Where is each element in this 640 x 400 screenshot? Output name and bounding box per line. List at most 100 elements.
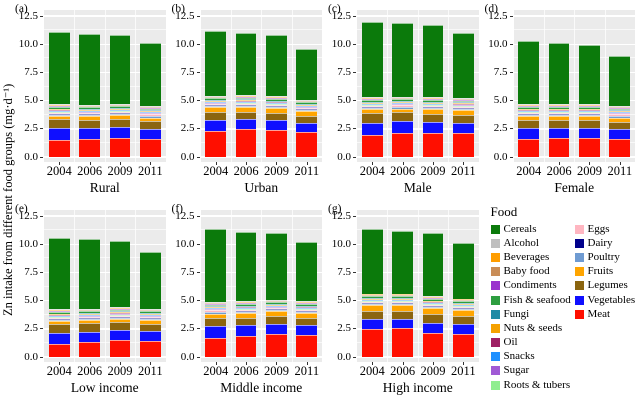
bar-segment-fungi [48, 108, 70, 110]
bar-segment-alcohol [548, 104, 570, 106]
bar-segment-beverages [79, 309, 100, 311]
group-label: Urban [244, 180, 279, 195]
bar-slot [105, 210, 135, 357]
bar-segment-nuts-seeds [296, 306, 318, 308]
bar-segment-condiments [361, 295, 383, 297]
bar-segment-meat [109, 137, 131, 157]
bar-segment-baby-food [548, 105, 570, 107]
bar-segment-cereals [452, 32, 474, 99]
bar-segment-dairy [139, 115, 161, 117]
bar-segment-cereals [79, 238, 100, 309]
bar-segment-snacks [139, 315, 161, 317]
bar-segment-poultry [452, 108, 474, 110]
gridline-vertical [417, 210, 419, 362]
stacked-bar-2006 [392, 230, 413, 357]
bar-segment-baby-food [109, 308, 131, 310]
y-tick-label: 0.0 [24, 150, 38, 163]
x-tick-label: 2009 [263, 364, 289, 378]
x-tick: 2004 [357, 162, 387, 178]
bar-segment-meat [79, 138, 100, 157]
bar-slot [418, 210, 448, 357]
bar-segment-beverages [48, 105, 70, 106]
bar-segment-condiments [452, 300, 474, 302]
legend-item-snacks: Snacks [490, 350, 575, 364]
y-tick-label: 7.5 [337, 65, 351, 78]
bar-segment-meat [205, 130, 226, 157]
bar-segment-cereals [609, 55, 631, 106]
x-axis: 2004 2006 2009 2011 [357, 362, 479, 378]
bar-segment-nuts-seeds [139, 313, 161, 315]
legend-item-label: Legumes [587, 279, 628, 292]
y-tick-mark [509, 71, 513, 73]
bar-segment-fruits [296, 111, 318, 116]
bar-segment-roots-tubers [139, 316, 161, 318]
stacked-bar-2009 [266, 35, 287, 157]
bar-segment-vegetables [235, 325, 257, 337]
y-tick-label: 2.5 [24, 122, 38, 135]
bar-segment-snacks [609, 112, 631, 114]
bar-segment-legumes [109, 322, 131, 330]
x-tick-mark [619, 162, 621, 165]
bar-segment-roots-tubers [392, 301, 413, 303]
x-tick-mark [432, 362, 434, 365]
bar-segment-snacks [109, 110, 131, 112]
bar-segment-baby-food [296, 101, 318, 102]
gridline-vertical [135, 10, 137, 162]
y-tick-mark [353, 100, 356, 102]
legend: Food Cereals Alcohol Beverages Baby food Con… [484, 200, 640, 400]
bar-segment-poultry [579, 114, 600, 116]
bar-segment-nuts-seeds [392, 102, 413, 103]
sugar-swatch-icon [490, 366, 500, 376]
legend-item-nuts-seeds: Nuts & seeds [490, 321, 575, 335]
x-tick-mark [528, 162, 530, 165]
bar-segment-baby-food [48, 310, 70, 312]
y-tick-mark [196, 156, 200, 158]
bar-segment-fungi [609, 110, 631, 112]
bar-segment-snacks [361, 103, 383, 105]
bar-segment-meat [422, 133, 444, 157]
x-tick-mark [306, 362, 308, 365]
bar-segment-fungi [205, 100, 226, 101]
bar-segment-fungi [79, 109, 100, 110]
x-tick: 2004 [514, 162, 544, 178]
bar-segment-baby-food [452, 300, 474, 301]
x-tick-mark [463, 162, 465, 165]
bar-segment-meat [452, 333, 474, 357]
bar-segment-beverages [392, 97, 413, 99]
gridline-vertical [387, 210, 389, 362]
bar-segment-legumes [266, 316, 287, 325]
bar-segment-dairy [205, 311, 226, 313]
bar-segment-roots-tubers [235, 309, 257, 310]
bar-segment-cereals [266, 233, 287, 300]
bars [201, 10, 323, 157]
bar-segment-alcohol [392, 293, 413, 295]
x-tick-label: 2011 [607, 164, 633, 178]
bar-segment-cereals [361, 228, 383, 294]
bar-segment-fungi [392, 101, 413, 103]
y-tick-mark [509, 15, 513, 17]
x-tick-label: 2006 [233, 364, 259, 378]
stacked-bar-2009 [579, 45, 600, 157]
legend-item-fruits: Fruits [574, 265, 636, 279]
stacked-bar-2011 [139, 43, 161, 157]
bar-segment-snacks [48, 110, 70, 112]
bar-segment-fruits [205, 107, 226, 113]
bar-segment-vegetables [266, 120, 287, 130]
bar-segment-vegetables [296, 325, 318, 336]
x-tick: 2011 [135, 162, 165, 178]
y-tick-label: 2.5 [493, 122, 508, 135]
y-axis: 0.0 2.5 5.0 7.5 10.0 12.5 [14, 210, 44, 362]
bar-segment-snacks [422, 302, 444, 304]
stacked-bar-2006 [548, 43, 570, 157]
bar-segment-snacks [518, 110, 539, 112]
bar-segment-fish-seafood [452, 301, 474, 303]
bar-segment-condiments [205, 97, 226, 99]
legend-item-dairy: Dairy [574, 236, 636, 250]
y-tick-label: 7.5 [493, 65, 508, 78]
bar-segment-baby-food [422, 297, 444, 299]
bar-segment-snacks [361, 300, 383, 301]
y-tick-mark [40, 43, 43, 45]
bar-segment-fungi [452, 102, 474, 104]
bars [44, 10, 166, 157]
bar-slot [261, 10, 291, 157]
